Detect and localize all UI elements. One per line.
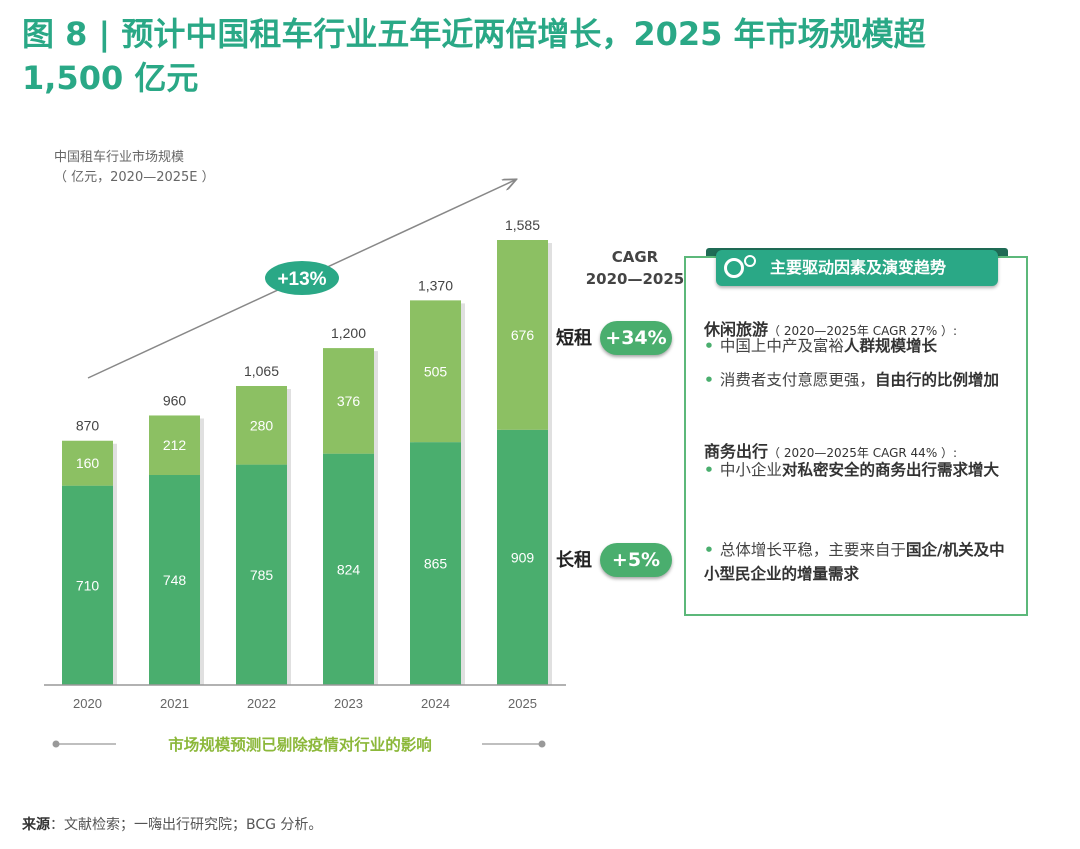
x-tick-label: 2022 bbox=[247, 696, 276, 711]
bar-total-label: 1,585 bbox=[505, 217, 540, 233]
bar-total-label: 1,370 bbox=[418, 277, 453, 293]
bar-short-rent bbox=[410, 300, 461, 443]
cagr-line1: CAGR bbox=[611, 248, 659, 266]
bar-long-rent bbox=[497, 429, 548, 685]
trend-badge: +13% bbox=[265, 261, 339, 295]
short-rent-cagr-pill: +34% bbox=[600, 321, 672, 355]
bar-total-label: 960 bbox=[163, 392, 187, 408]
bar-short-rent-label: 505 bbox=[424, 363, 448, 379]
chart-label-line1: 中国租车行业市场规模 bbox=[54, 150, 185, 165]
bar-short-rent bbox=[62, 440, 113, 486]
business-b1-b: 对私密安全的商务出行需求增大 bbox=[781, 461, 999, 479]
bar-long-rent-label: 748 bbox=[163, 572, 187, 588]
bar-short-rent-label: 676 bbox=[511, 327, 535, 343]
footer-note: 市场规模预测已剔除疫情对行业的影响 bbox=[168, 736, 432, 754]
x-tick-label: 2025 bbox=[508, 696, 537, 711]
long-b1-b: 国企/机关及中小型民企业的增量需求 bbox=[704, 541, 1005, 583]
bar-short-rent-label: 280 bbox=[250, 417, 274, 433]
leisure-bullet-1: • 中国上中产及富裕人群规模增长 bbox=[704, 337, 937, 355]
business-sub: （ 2020—2025年 CAGR 44% ）: bbox=[768, 446, 958, 460]
bar-short-rent bbox=[236, 385, 287, 465]
source-label: 来源 bbox=[22, 817, 50, 833]
short-rent-label: 短租 bbox=[556, 328, 592, 349]
leisure-b2-b: 自由行的比例增加 bbox=[874, 371, 999, 389]
bar-short-rent-label: 160 bbox=[76, 455, 100, 471]
cagr-line2: 2020—2025 bbox=[585, 270, 685, 288]
bar-short-rent-label: 376 bbox=[337, 393, 361, 409]
bar-total-label: 1,200 bbox=[331, 325, 366, 341]
drivers-panel bbox=[684, 256, 1028, 616]
bar-long-rent bbox=[410, 442, 461, 685]
source-text: ：文献检索；一嗨出行研究院；BCG 分析。 bbox=[50, 817, 323, 833]
bar-total-label: 1,065 bbox=[244, 363, 279, 379]
leisure-b1-b: 人群规模增长 bbox=[843, 337, 937, 355]
footer-note-lines bbox=[52, 740, 546, 748]
source-note: 来源：文献检索；一嗨出行研究院；BCG 分析。 bbox=[22, 814, 322, 834]
bar-short-rent bbox=[323, 348, 374, 454]
bar-long-rent bbox=[323, 453, 374, 685]
business-title: 商务出行 bbox=[704, 442, 769, 461]
panel-header: 主要驱动因素及演变趋势 bbox=[716, 250, 998, 286]
leisure-sub: （ 2020—2025年 CAGR 27% ）: bbox=[768, 324, 958, 338]
x-tick-label: 2021 bbox=[160, 696, 189, 711]
bar-long-rent bbox=[236, 464, 287, 685]
leisure-b1-a: 中国上中产及富裕 bbox=[719, 337, 844, 355]
bars-group: 710 160 870 748 212 960 785 280 1,065 824 376 1,200… bbox=[62, 217, 552, 685]
panel-header-text: 主要驱动因素及演变趋势 bbox=[770, 258, 947, 277]
chart-label: 中国租车行业市场规模 （ 亿元，2020—2025E ） bbox=[54, 148, 215, 188]
bar-long-rent bbox=[149, 474, 200, 685]
chart-label-line2: （ 亿元，2020—2025E ） bbox=[54, 170, 215, 185]
bar-total-label: 870 bbox=[76, 418, 100, 434]
leisure-b2-a: 消费者支付意愿更强， bbox=[719, 371, 875, 389]
cagr-title: CAGR 2020—2025 bbox=[580, 246, 690, 290]
business-bullet-1: • 中小企业对私密安全的商务出行需求增大 bbox=[704, 461, 999, 479]
bar-long-rent bbox=[62, 485, 113, 685]
bar-short-rent bbox=[497, 240, 548, 430]
trend-badge-text: +13% bbox=[277, 269, 326, 290]
leisure-title: 休闲旅游 bbox=[704, 320, 769, 339]
gear-icon bbox=[724, 258, 744, 278]
bar-short-rent-label: 212 bbox=[163, 437, 187, 453]
bar-long-rent-label: 710 bbox=[76, 577, 100, 593]
long-rent-cagr-pill: +5% bbox=[600, 543, 672, 577]
small-gear-icon bbox=[744, 255, 756, 267]
business-b1-a: 中小企业 bbox=[719, 461, 782, 479]
bar-long-rent-label: 824 bbox=[337, 561, 361, 577]
leisure-section-title: 休闲旅游（ 2020—2025年 CAGR 27% ）: bbox=[704, 316, 957, 340]
page-title: 图 8 | 预计中国租车行业五年近两倍增长，2025 年市场规模超 1,500 … bbox=[22, 15, 926, 97]
x-tick-label: 2023 bbox=[334, 696, 363, 711]
long-rent-label: 长租 bbox=[556, 550, 592, 571]
business-section-title: 商务出行（ 2020—2025年 CAGR 44% ）: bbox=[704, 438, 957, 462]
leisure-bullet-2: • 消费者支付意愿更强，自由行的比例增加 bbox=[704, 371, 999, 389]
bar-long-rent-label: 909 bbox=[511, 549, 535, 565]
bar-long-rent-label: 865 bbox=[424, 556, 448, 572]
bar-long-rent-label: 785 bbox=[250, 567, 274, 583]
long-b1-a: 总体增长平稳，主要来自于 bbox=[719, 541, 906, 559]
long-rent-bullet: • 总体增长平稳，主要来自于国企/机关及中小型民企业的增量需求 bbox=[704, 541, 1005, 583]
x-tick-label: 2020 bbox=[73, 696, 102, 711]
x-tick-label: 2024 bbox=[421, 696, 450, 711]
x-tick-labels: 2020 2021 2022 2023 2024 2025 bbox=[73, 696, 537, 711]
bar-short-rent bbox=[149, 415, 200, 475]
